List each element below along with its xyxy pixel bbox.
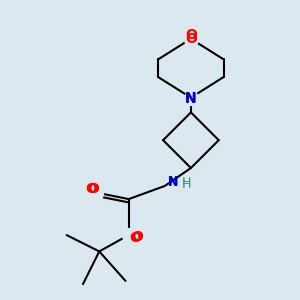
- Text: O: O: [129, 231, 141, 245]
- Text: N: N: [185, 91, 197, 105]
- Text: H: H: [181, 176, 191, 189]
- Text: O: O: [185, 32, 197, 46]
- Text: O: O: [85, 182, 97, 196]
- Text: O: O: [131, 230, 143, 244]
- Text: N: N: [185, 92, 197, 106]
- Text: O: O: [185, 28, 197, 43]
- Text: N: N: [168, 176, 178, 189]
- Text: H: H: [181, 178, 191, 191]
- Text: O: O: [87, 182, 99, 196]
- Text: N: N: [168, 175, 178, 188]
